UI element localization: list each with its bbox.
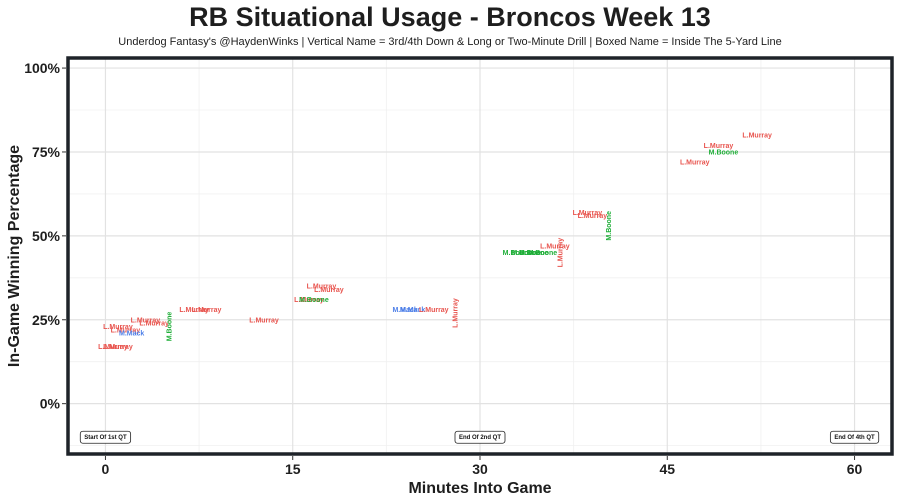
point-label: M.Boone: [503, 250, 533, 257]
point-label: L.Murray: [557, 238, 564, 268]
y-tick-label: 25%: [32, 312, 61, 328]
point-label: L.Murray: [179, 307, 209, 314]
annotation-text: End Of 2nd QT: [459, 435, 501, 441]
y-tick-label: 0%: [40, 396, 61, 412]
x-tick-label: 30: [472, 461, 488, 477]
point-label: L.Murray: [578, 213, 608, 220]
point-label: L.Murray: [314, 287, 344, 294]
point-label: L.Murray: [704, 143, 734, 150]
point-label: L.Murray: [294, 297, 324, 304]
point-label: L.Murray: [139, 321, 169, 328]
y-tick-label: 50%: [32, 228, 61, 244]
annotation-text: End Of 4th QT: [834, 435, 875, 441]
point-label: M.Boone: [511, 250, 541, 257]
y-axis-title: In-Game Winning Percentage: [6, 145, 23, 367]
point-label: L.Murray: [103, 324, 133, 331]
quarter-annotation: Start Of 1st QT: [79, 430, 132, 444]
point-label: L.Murray: [573, 210, 603, 217]
quarter-annotations: Start Of 1st QT End Of 2nd QT End Of 4th Q…: [79, 430, 880, 444]
point-label: L.Murray: [742, 133, 772, 140]
data-labels: L.MurrayL.MurrayL.MurrayL.MurrayM.MackL.…: [98, 133, 772, 351]
grid-lines: [68, 58, 892, 454]
point-label: L.Murray: [98, 344, 128, 351]
point-label: L.Murray: [307, 284, 337, 291]
point-label: L.Murray: [453, 298, 460, 328]
point-label: M.Mack: [119, 331, 144, 338]
point-label: L.Murray: [540, 243, 570, 250]
point-label: M.Mack: [392, 307, 417, 314]
chart-title: RB Situational Usage - Broncos Week 13: [189, 2, 711, 32]
x-tick-label: 0: [102, 461, 110, 477]
point-label: M.Boone: [709, 149, 739, 156]
point-label: M.Boone: [519, 250, 549, 257]
point-label: M.Boone: [528, 250, 558, 257]
annotation-text: Start Of 1st QT: [84, 435, 127, 441]
annotation-box: [829, 430, 880, 444]
y-axis-ticks: 0% 25% 50% 75% 100%: [24, 60, 66, 412]
point-label: M.Boone: [299, 297, 329, 304]
point-label: L.Murray: [111, 327, 141, 334]
chart-subtitle: Underdog Fantasy's @HaydenWinks | Vertic…: [118, 36, 782, 48]
x-tick-label: 60: [847, 461, 863, 477]
point-label: L.Murray: [680, 160, 710, 167]
annotation-box: [79, 430, 132, 444]
point-label: L.Murray: [103, 344, 133, 351]
plot-border: [66, 56, 894, 456]
point-label: L.Murray: [131, 317, 161, 324]
y-tick-label: 75%: [32, 144, 61, 160]
point-label: L.Murray: [249, 317, 279, 324]
point-label: L.Murray: [192, 307, 222, 314]
x-tick-label: 45: [659, 461, 675, 477]
point-label: M.Mack: [400, 307, 425, 314]
x-axis-ticks: 0 15 30 45 60: [102, 456, 863, 477]
y-tick-label: 100%: [24, 60, 60, 76]
point-label: L.Murray: [419, 307, 449, 314]
point-label: M.Boone: [167, 312, 174, 342]
quarter-annotation: End Of 2nd QT: [454, 430, 506, 444]
x-axis-title: Minutes Into Game: [408, 480, 551, 497]
x-tick-label: 15: [285, 461, 301, 477]
annotation-box: [454, 430, 506, 444]
quarter-annotation: End Of 4th QT: [829, 430, 880, 444]
point-label: M.Boone: [606, 211, 613, 241]
